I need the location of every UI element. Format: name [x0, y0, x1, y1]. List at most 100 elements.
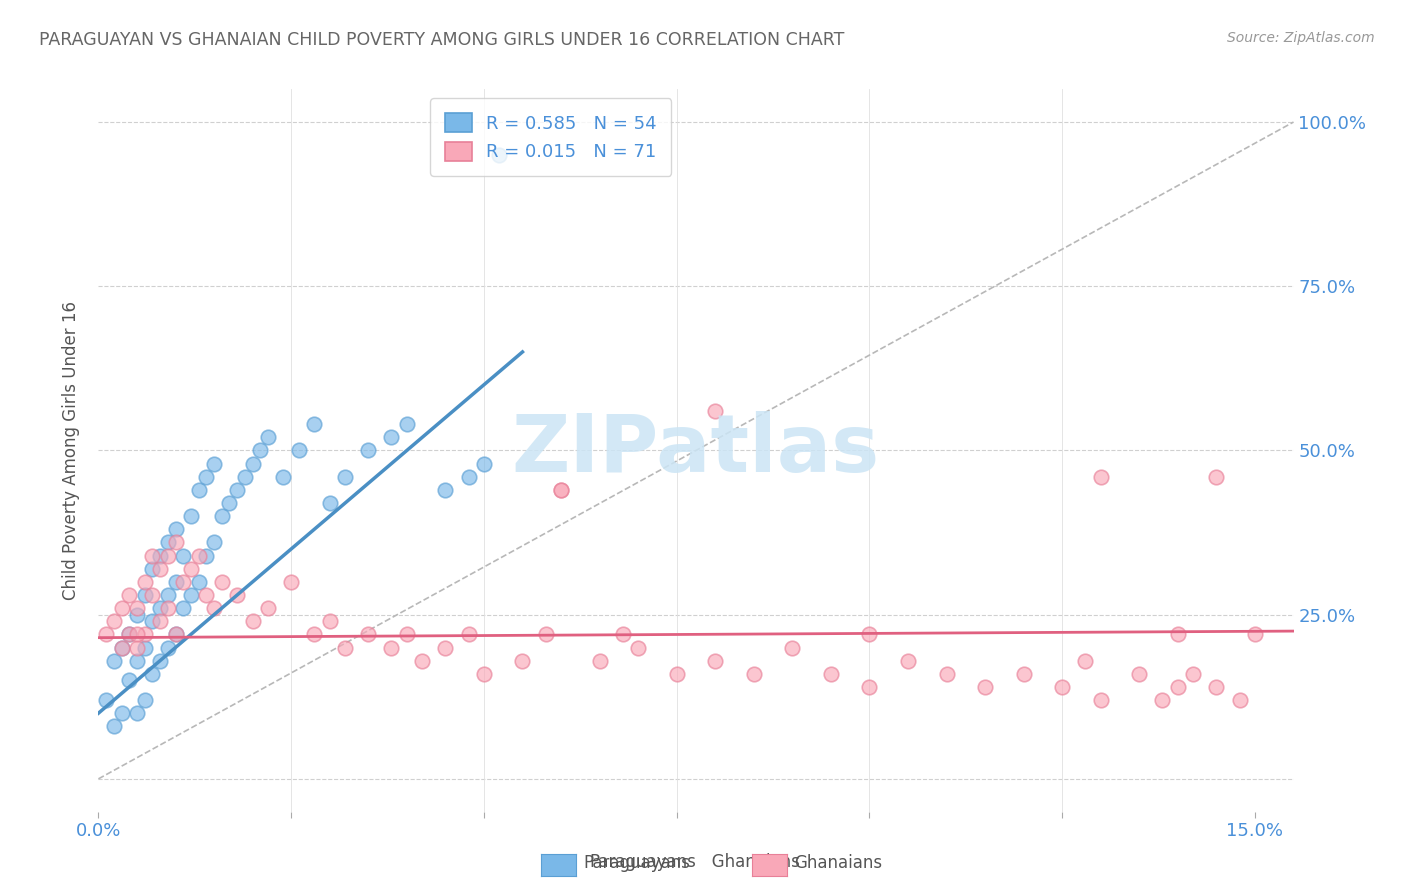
Point	[1205, 680, 1227, 694]
Point	[141, 614, 163, 628]
Point	[134, 627, 156, 641]
Point	[134, 693, 156, 707]
Point	[357, 443, 380, 458]
Point	[165, 574, 187, 589]
Point	[411, 654, 433, 668]
Point	[1090, 469, 1112, 483]
Point	[627, 640, 650, 655]
Point	[165, 627, 187, 641]
Point	[1128, 666, 1150, 681]
Point	[211, 574, 233, 589]
Point	[820, 666, 842, 681]
Point	[457, 469, 479, 483]
Point	[457, 627, 479, 641]
Point	[180, 509, 202, 524]
Point	[858, 680, 880, 694]
Point	[118, 588, 141, 602]
Point	[118, 673, 141, 688]
Point	[588, 654, 610, 668]
Point	[226, 588, 249, 602]
Point	[187, 549, 209, 563]
Point	[187, 574, 209, 589]
Point	[1182, 666, 1205, 681]
Point	[110, 601, 132, 615]
Point	[149, 549, 172, 563]
Point	[187, 483, 209, 497]
Point	[195, 588, 218, 602]
Point	[233, 469, 256, 483]
Point	[357, 627, 380, 641]
Point	[1205, 469, 1227, 483]
Point	[395, 627, 418, 641]
Point	[380, 430, 402, 444]
Point	[110, 640, 132, 655]
Point	[319, 496, 342, 510]
Point	[141, 666, 163, 681]
Point	[125, 607, 148, 622]
Point	[257, 430, 280, 444]
Point	[134, 588, 156, 602]
Point	[149, 614, 172, 628]
Point	[1012, 666, 1035, 681]
Point	[172, 574, 194, 589]
Point	[1074, 654, 1097, 668]
Point	[156, 588, 179, 602]
Y-axis label: Child Poverty Among Girls Under 16: Child Poverty Among Girls Under 16	[62, 301, 80, 600]
Point	[125, 640, 148, 655]
Point	[858, 627, 880, 641]
Point	[1050, 680, 1073, 694]
Text: Source: ZipAtlas.com: Source: ZipAtlas.com	[1227, 31, 1375, 45]
Point	[195, 469, 218, 483]
Point	[257, 601, 280, 615]
Point	[704, 654, 727, 668]
Point	[202, 601, 225, 615]
Point	[103, 719, 125, 733]
Point	[141, 549, 163, 563]
Point	[304, 627, 326, 641]
Point	[172, 549, 194, 563]
Point	[249, 443, 271, 458]
Point	[149, 654, 172, 668]
Point	[534, 627, 557, 641]
Point	[165, 627, 187, 641]
Legend: R = 0.585   N = 54, R = 0.015   N = 71: R = 0.585 N = 54, R = 0.015 N = 71	[430, 98, 671, 176]
Point	[94, 693, 117, 707]
Point	[395, 417, 418, 432]
Point	[304, 417, 326, 432]
Point	[156, 535, 179, 549]
Text: Paraguayans: Paraguayans	[583, 855, 690, 872]
Point	[612, 627, 634, 641]
Point	[550, 483, 572, 497]
Point	[434, 483, 457, 497]
Point	[156, 549, 179, 563]
Point	[156, 640, 179, 655]
Point	[218, 496, 240, 510]
Point	[202, 457, 225, 471]
Point	[434, 640, 457, 655]
Point	[974, 680, 997, 694]
Point	[319, 614, 342, 628]
Text: PARAGUAYAN VS GHANAIAN CHILD POVERTY AMONG GIRLS UNDER 16 CORRELATION CHART: PARAGUAYAN VS GHANAIAN CHILD POVERTY AMO…	[39, 31, 845, 49]
Text: Paraguayans: Paraguayans	[589, 854, 696, 871]
Point	[125, 654, 148, 668]
Point	[333, 640, 356, 655]
Point	[134, 640, 156, 655]
Point	[165, 535, 187, 549]
Point	[118, 627, 141, 641]
Point	[156, 601, 179, 615]
Point	[195, 549, 218, 563]
Point	[172, 601, 194, 615]
Point	[897, 654, 920, 668]
Point	[1152, 693, 1174, 707]
Point	[288, 443, 311, 458]
Point	[94, 627, 117, 641]
Point	[273, 469, 295, 483]
Point	[103, 614, 125, 628]
Point	[149, 601, 172, 615]
Point	[1167, 627, 1189, 641]
Point	[1229, 693, 1251, 707]
Text: Ghanaians: Ghanaians	[794, 855, 883, 872]
Point	[704, 404, 727, 418]
Point	[242, 457, 264, 471]
Point	[103, 654, 125, 668]
